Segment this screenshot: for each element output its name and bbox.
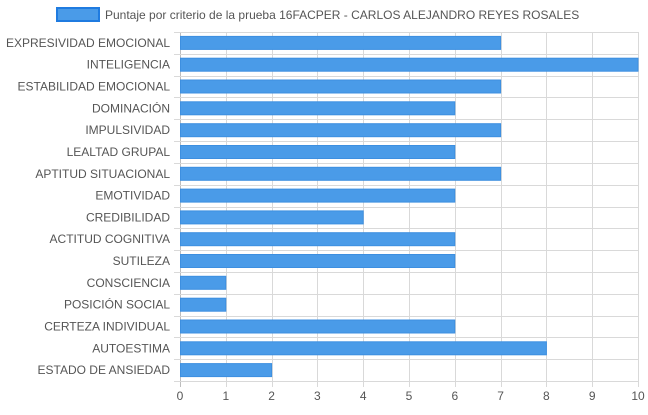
x-tick-label: 7 [497, 389, 504, 403]
x-tick-label: 0 [177, 389, 184, 403]
bar[interactable] [180, 188, 456, 203]
legend-label: Puntaje por criterio de la prueba 16FACP… [105, 8, 579, 22]
category-label: ESTABILIDAD EMOCIONAL [18, 80, 171, 94]
bar[interactable] [180, 363, 273, 378]
legend[interactable]: Puntaje por criterio de la prueba 16FACP… [56, 7, 579, 22]
category-label: LEALTAD GRUPAL [67, 145, 171, 159]
bar[interactable] [180, 210, 364, 225]
category-label: CREDIBILIDAD [86, 210, 170, 224]
category-label: IMPULSIVIDAD [85, 123, 170, 137]
category-label: ESTADO DE ANSIEDAD [38, 363, 171, 377]
category-label: CONSCIENCIA [87, 276, 170, 290]
category-label: EXPRESIVIDAD EMOCIONAL [6, 36, 170, 50]
bar[interactable] [180, 57, 639, 72]
bar[interactable] [180, 35, 502, 50]
x-tick-label: 8 [543, 389, 550, 403]
bar[interactable] [180, 297, 227, 312]
x-tick-label: 10 [631, 389, 645, 403]
category-label: DOMINACIÓN [92, 100, 170, 115]
bar[interactable] [180, 166, 502, 181]
bar[interactable] [180, 275, 227, 290]
category-label: CERTEZA INDIVIDUAL [44, 320, 170, 334]
category-label: APTITUD SITUACIONAL [35, 167, 170, 181]
bar[interactable] [180, 123, 502, 138]
category-label: POSICIÓN SOCIAL [64, 297, 170, 312]
bar[interactable] [180, 79, 502, 94]
x-tick-label: 3 [314, 389, 321, 403]
bar[interactable] [180, 319, 456, 334]
bars [180, 35, 639, 378]
x-tick-label: 6 [451, 389, 458, 403]
x-tick-label: 1 [222, 389, 229, 403]
x-tick-label: 2 [268, 389, 275, 403]
bar[interactable] [180, 341, 547, 356]
x-tick-label: 5 [406, 389, 413, 403]
category-label: AUTOESTIMA [92, 341, 170, 355]
category-labels: EXPRESIVIDAD EMOCIONAL INTELIGENCIA ESTABI… [6, 36, 170, 377]
category-label: SUTILEZA [113, 254, 170, 268]
category-label: EMOTIVIDAD [95, 189, 170, 203]
x-tick-label: 9 [589, 389, 596, 403]
bar[interactable] [180, 101, 456, 116]
bar[interactable] [180, 232, 456, 247]
bar[interactable] [180, 145, 456, 159]
x-tick-label: 4 [360, 389, 367, 403]
category-label: INTELIGENCIA [87, 58, 170, 72]
x-axis-ticks: 0 1 2 3 4 5 6 7 8 9 10 [177, 389, 645, 403]
category-label: ACTITUD COGNITIVA [50, 232, 170, 246]
legend-swatch [56, 7, 100, 22]
bar[interactable] [180, 254, 456, 268]
